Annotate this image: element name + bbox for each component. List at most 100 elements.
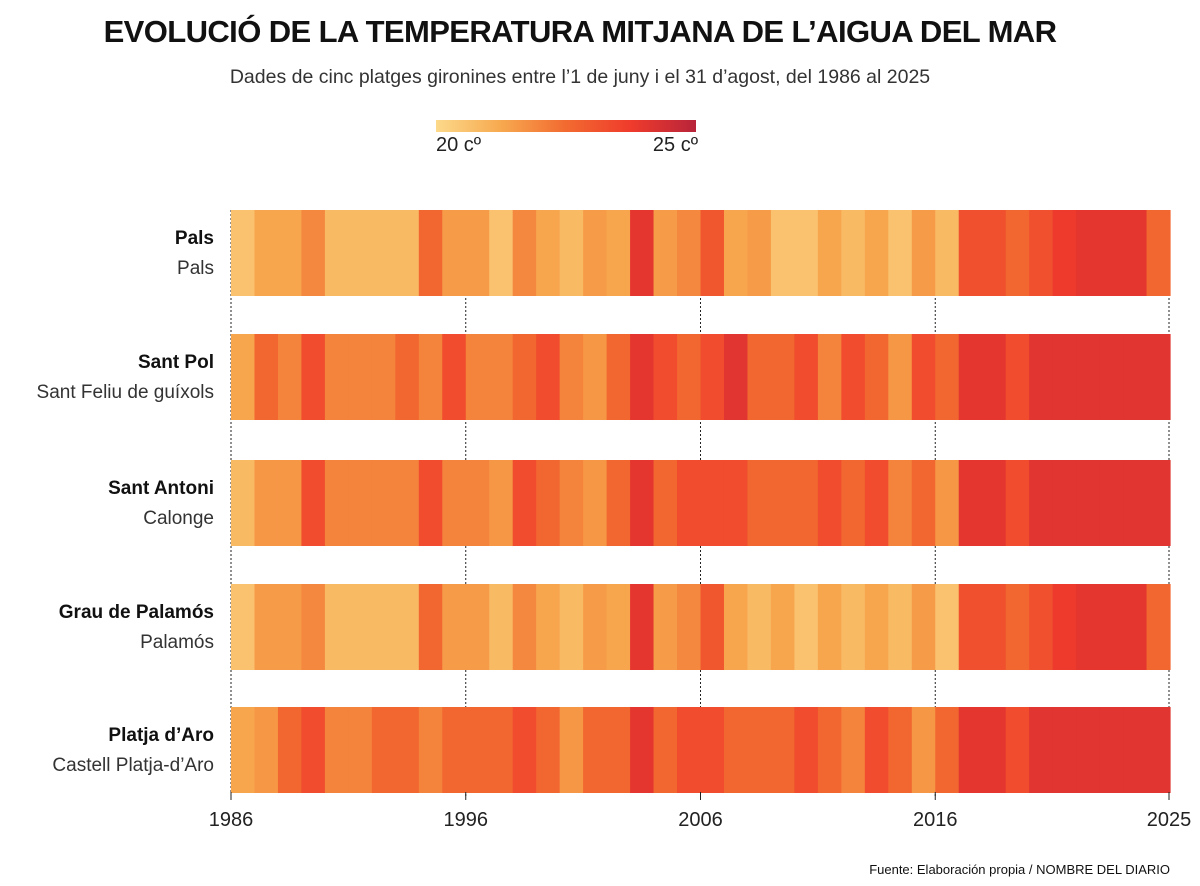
heatmap-cell bbox=[1005, 707, 1030, 793]
heatmap-cell bbox=[794, 210, 819, 296]
heatmap-cell bbox=[1146, 334, 1171, 420]
heatmap-cell bbox=[911, 707, 936, 793]
heatmap-cell bbox=[1005, 584, 1030, 670]
heatmap-cell bbox=[653, 334, 678, 420]
heatmap-cell bbox=[1099, 460, 1124, 546]
heatmap-cell bbox=[324, 210, 349, 296]
heatmap-cell bbox=[1123, 460, 1148, 546]
heatmap-cell bbox=[677, 334, 702, 420]
heatmap-cell bbox=[935, 584, 960, 670]
heatmap-cell bbox=[324, 707, 349, 793]
heatmap-cell bbox=[1099, 584, 1124, 670]
heatmap-cell bbox=[1052, 334, 1077, 420]
heatmap-cell bbox=[630, 460, 655, 546]
heatmap-cell bbox=[231, 707, 256, 793]
heatmap-cell bbox=[723, 460, 749, 546]
heatmap-cell bbox=[888, 460, 913, 546]
heatmap-cell bbox=[583, 334, 608, 420]
heatmap-cell bbox=[1052, 460, 1077, 546]
heatmap-cell bbox=[583, 210, 608, 296]
heatmap-cell bbox=[512, 584, 537, 670]
legend-min-label: 20 cº bbox=[436, 134, 482, 156]
heatmap-cell bbox=[1076, 210, 1101, 296]
heatmap-cell bbox=[418, 334, 443, 420]
heatmap-cell bbox=[231, 210, 256, 296]
heatmap-cell bbox=[371, 334, 396, 420]
heatmap-cell bbox=[911, 584, 936, 670]
row-label-name: Pals bbox=[174, 228, 214, 249]
heatmap-cell bbox=[489, 584, 514, 670]
heatmap-cell bbox=[841, 210, 866, 296]
row-label-name: Grau de Palamós bbox=[58, 602, 214, 623]
heatmap-cell bbox=[254, 584, 279, 670]
heatmap-cell bbox=[606, 584, 631, 670]
heatmap-cell bbox=[1052, 707, 1077, 793]
heatmap-cell bbox=[982, 460, 1007, 546]
heatmap-cell bbox=[700, 707, 725, 793]
heatmap-cell bbox=[911, 334, 936, 420]
heatmap-cell bbox=[864, 334, 889, 420]
heatmap-cell bbox=[583, 460, 608, 546]
heatmap-cell bbox=[442, 584, 467, 670]
heatmap-cell bbox=[277, 707, 303, 793]
heatmap-cell bbox=[606, 460, 631, 546]
heatmap-cell bbox=[677, 210, 702, 296]
heatmap-cell bbox=[888, 334, 913, 420]
heatmap-cell bbox=[747, 460, 772, 546]
row-label-name: Sant Antoni bbox=[108, 478, 214, 499]
heatmap-cell bbox=[512, 334, 537, 420]
heatmap-cell bbox=[817, 584, 842, 670]
heatmap-cell bbox=[794, 707, 819, 793]
heatmap-cell bbox=[465, 460, 490, 546]
heatmap-cell bbox=[1029, 334, 1054, 420]
heatmap-cell bbox=[935, 460, 960, 546]
heatmap-cell bbox=[1005, 210, 1030, 296]
heatmap-cell bbox=[465, 334, 490, 420]
heatmap-cell bbox=[1076, 460, 1101, 546]
heatmap-cell bbox=[489, 707, 514, 793]
heatmap-cell bbox=[1123, 707, 1148, 793]
heatmap-cell bbox=[677, 460, 702, 546]
heatmap-cell bbox=[958, 334, 983, 420]
heatmap-cell bbox=[958, 707, 983, 793]
heatmap-cell bbox=[277, 584, 303, 670]
heatmap-cell bbox=[888, 707, 913, 793]
heatmap-cell bbox=[371, 460, 396, 546]
heatmap-cell bbox=[301, 584, 326, 670]
heatmap-cell bbox=[723, 584, 749, 670]
heatmap-row bbox=[231, 584, 1171, 670]
heatmap-cell bbox=[864, 460, 889, 546]
heatmap-cell bbox=[395, 460, 420, 546]
heatmap-cell bbox=[559, 210, 584, 296]
heatmap-cell bbox=[277, 210, 303, 296]
heatmap-row bbox=[231, 460, 1171, 546]
heatmap-cell bbox=[536, 460, 561, 546]
heatmap-cell bbox=[770, 707, 796, 793]
heatmap-cell bbox=[418, 460, 443, 546]
heatmap-cell bbox=[1005, 460, 1030, 546]
row-label-location: Castell Platja-d’Aro bbox=[52, 755, 214, 776]
heatmap-cell bbox=[1123, 334, 1148, 420]
row-label-location: Calonge bbox=[143, 508, 214, 529]
heatmap-cell bbox=[559, 707, 584, 793]
heatmap-cell bbox=[324, 334, 349, 420]
heatmap-cell bbox=[324, 584, 349, 670]
x-tick-label: 2025 bbox=[1147, 809, 1192, 831]
heatmap-cell bbox=[231, 334, 256, 420]
heatmap-cell bbox=[630, 584, 655, 670]
heatmap-cell bbox=[583, 584, 608, 670]
heatmap-cell bbox=[630, 707, 655, 793]
x-tick-label: 1986 bbox=[209, 809, 254, 831]
heatmap-cell bbox=[723, 707, 749, 793]
heatmap-cell bbox=[231, 460, 256, 546]
heatmap-cell bbox=[348, 460, 373, 546]
heatmap-cell bbox=[770, 584, 796, 670]
heatmap-cell bbox=[982, 210, 1007, 296]
heatmap-cell bbox=[630, 210, 655, 296]
heatmap-cell bbox=[958, 210, 983, 296]
heatmap-cell bbox=[700, 210, 725, 296]
heatmap-cell bbox=[277, 460, 303, 546]
heatmap-cell bbox=[747, 707, 772, 793]
heatmap-cell bbox=[371, 210, 396, 296]
